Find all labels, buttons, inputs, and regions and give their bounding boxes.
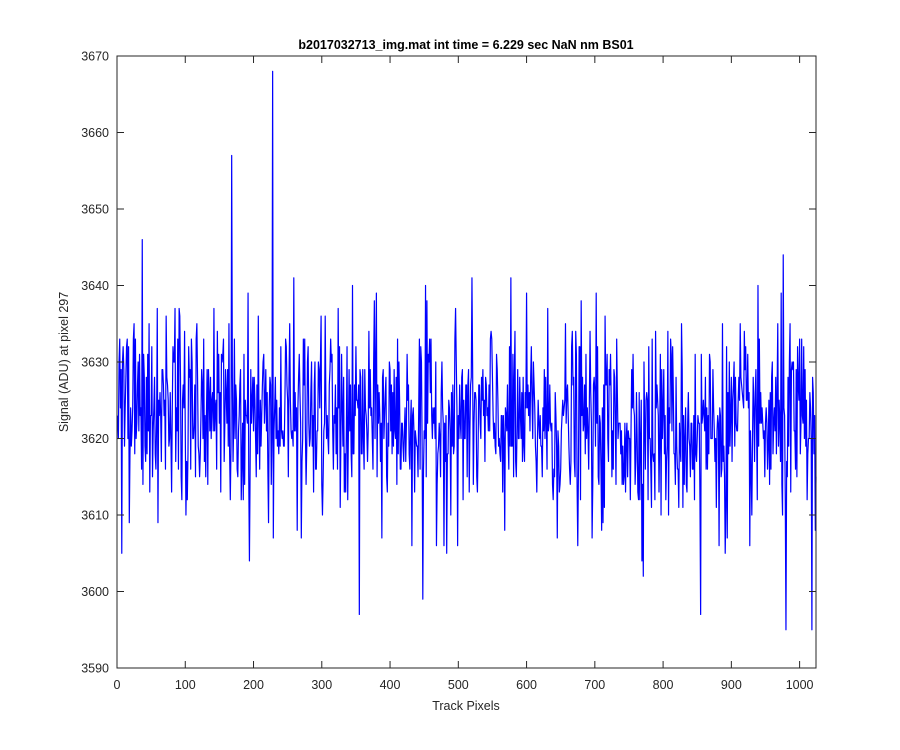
- x-tick-label: 400: [380, 678, 401, 692]
- y-tick-label: 3620: [81, 432, 109, 446]
- x-tick-label: 900: [721, 678, 742, 692]
- x-tick-label: 200: [243, 678, 264, 692]
- x-tick-label: 300: [311, 678, 332, 692]
- y-tick-label: 3590: [81, 662, 109, 676]
- chart-title: b2017032713_img.mat int time = 6.229 sec…: [298, 38, 633, 52]
- y-tick-label: 3660: [81, 126, 109, 140]
- x-tick-label: 500: [448, 678, 469, 692]
- y-axis-label: Signal (ADU) at pixel 297: [57, 292, 71, 432]
- x-axis-ticks: 0 100 200 300 400 500 600 700 800 900 1000: [114, 56, 814, 692]
- x-tick-label: 0: [114, 678, 121, 692]
- x-tick-label: 1000: [786, 678, 814, 692]
- signal-series-line: [117, 70, 817, 631]
- x-tick-label: 800: [653, 678, 674, 692]
- y-axis-ticks: 3590 3600 3610 3620 3630 3640 3650 3660 3670: [81, 50, 816, 676]
- x-tick-label: 600: [516, 678, 537, 692]
- x-tick-label: 100: [175, 678, 196, 692]
- y-tick-label: 3650: [81, 203, 109, 217]
- x-tick-label: 700: [584, 678, 605, 692]
- y-tick-label: 3630: [81, 356, 109, 370]
- plot-background: [117, 56, 816, 668]
- series-group: [117, 70, 817, 631]
- plot-area: [116, 55, 817, 669]
- y-tick-label: 3670: [81, 50, 109, 64]
- y-tick-label: 3610: [81, 509, 109, 523]
- y-tick-label: 3600: [81, 585, 109, 599]
- x-axis-label: Track Pixels: [432, 699, 500, 713]
- y-tick-label: 3640: [81, 279, 109, 293]
